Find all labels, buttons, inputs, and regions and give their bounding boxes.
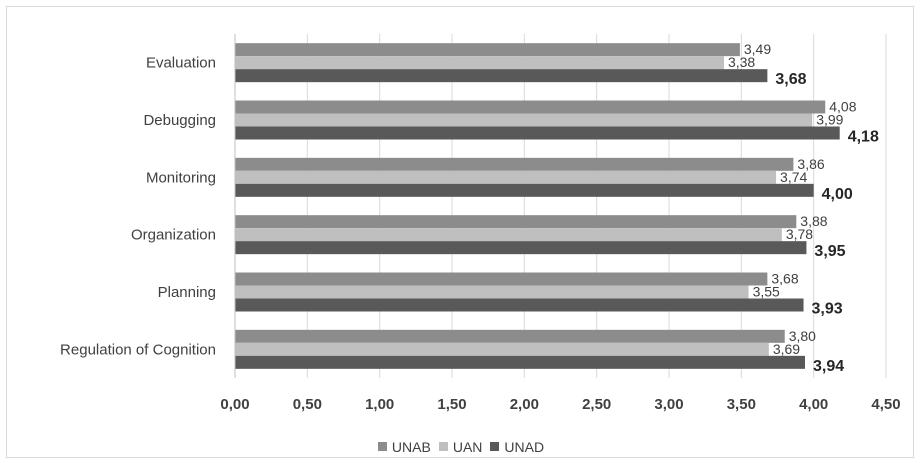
chart-legend: UNAB UAN UNAD [0, 438, 922, 455]
data-label: 3,55 [753, 284, 780, 300]
bar [235, 170, 777, 184]
bar [235, 157, 794, 171]
x-tick-label: 2,50 [582, 396, 611, 413]
legend-swatch [377, 442, 387, 451]
bar [235, 298, 804, 312]
bar [235, 69, 768, 83]
x-tick-label: 0,00 [220, 396, 249, 413]
data-label: 3,80 [789, 328, 816, 344]
x-tick-label: 1,50 [437, 396, 466, 413]
bar [235, 241, 807, 255]
category-label: Monitoring [146, 169, 216, 186]
data-label: 4,08 [829, 99, 856, 115]
bar [235, 342, 769, 356]
legend-item: UAN [438, 438, 483, 455]
legend-label: UNAD [504, 438, 545, 455]
data-label: 4,18 [848, 129, 879, 146]
data-label: 3,88 [800, 213, 827, 229]
data-label: 3,95 [814, 243, 845, 260]
x-tick-label: 4,00 [799, 396, 828, 413]
data-label: 3,38 [728, 54, 755, 70]
bar [235, 183, 814, 197]
category-label: Debugging [143, 112, 216, 129]
bar [235, 126, 840, 140]
legend-swatch [438, 442, 448, 451]
bar [235, 215, 797, 229]
x-tick-label: 3,00 [654, 396, 683, 413]
bar [235, 113, 813, 127]
data-label: 3,78 [786, 226, 813, 242]
category-label: Organization [131, 227, 216, 244]
bar [235, 272, 768, 286]
x-tick-label: 1,00 [365, 396, 394, 413]
data-label: 3,94 [813, 358, 844, 375]
data-label: 3,68 [775, 71, 806, 88]
data-label: 4,00 [822, 186, 853, 203]
x-tick-label: 4,50 [871, 396, 900, 413]
category-label: Evaluation [146, 55, 216, 72]
data-label: 3,49 [744, 41, 771, 57]
data-label: 3,69 [773, 341, 800, 357]
legend-label: UAN [452, 438, 483, 455]
data-label: 3,99 [816, 112, 843, 128]
data-label: 3,74 [780, 169, 807, 185]
legend-label: UNAB [391, 438, 431, 455]
bar [235, 56, 724, 70]
legend-swatch [490, 442, 500, 451]
bar [235, 355, 805, 369]
bar [235, 43, 740, 57]
data-label: 3,93 [812, 301, 843, 318]
bar [235, 285, 749, 299]
data-label: 3,86 [797, 156, 824, 172]
legend-item: UNAD [490, 439, 544, 455]
legend-item: UNAB [377, 438, 431, 455]
x-tick-label: 0,50 [293, 396, 322, 413]
x-tick-label: 2,00 [510, 396, 539, 413]
bar [235, 329, 785, 343]
bar [235, 100, 826, 114]
category-label: Planning [158, 284, 216, 301]
category-label: Regulation of Cognition [60, 341, 216, 358]
bar [235, 228, 782, 242]
x-tick-label: 3,50 [727, 396, 756, 413]
data-label: 3,68 [771, 271, 798, 287]
